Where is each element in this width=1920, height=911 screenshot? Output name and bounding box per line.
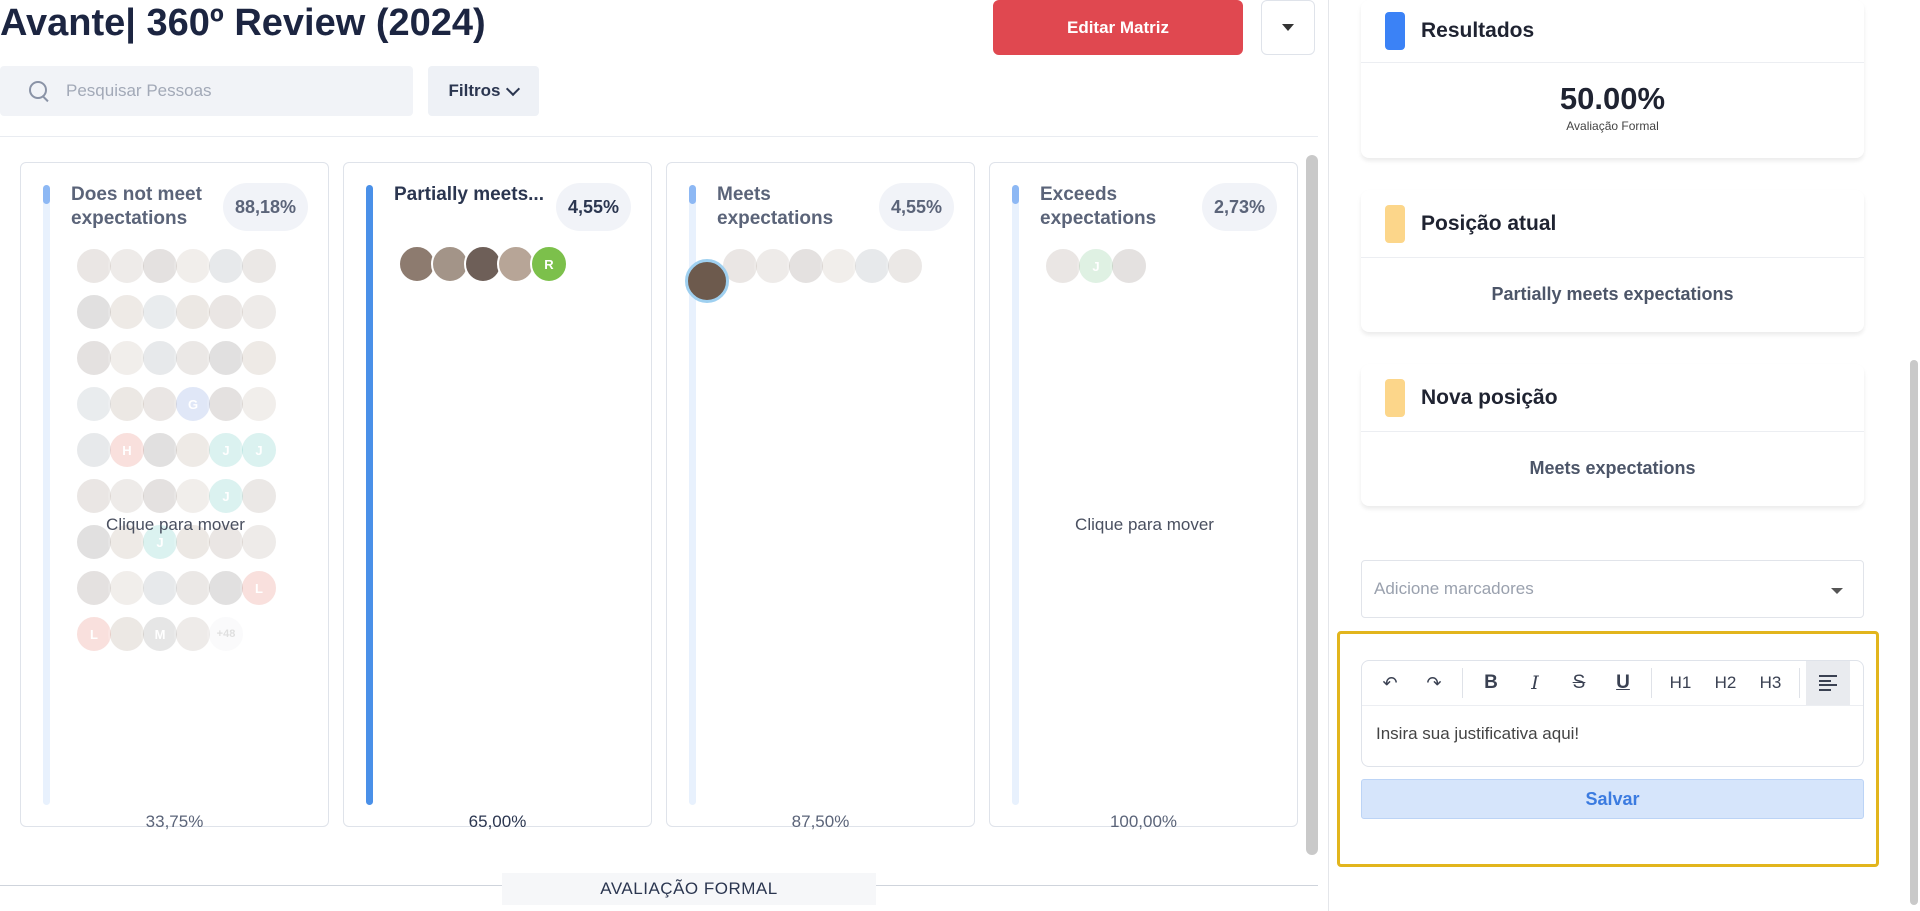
strikethrough-button[interactable]: S xyxy=(1557,661,1601,705)
editor-toolbar: ↶ ↷ B I S U H1 H2 H3 xyxy=(1362,661,1863,706)
avatar[interactable]: +48 xyxy=(207,615,245,653)
column-percent-badge: 4,55% xyxy=(556,183,631,231)
tags-select[interactable]: Adicione marcadores xyxy=(1361,560,1864,618)
column-bar-fill xyxy=(366,185,373,805)
column-exceeds[interactable]: Exceeds expectations 2,73% J Clique para… xyxy=(989,162,1298,827)
avatar[interactable]: R xyxy=(530,245,568,283)
new-position-card: Nova posição Meets expectations xyxy=(1361,364,1864,506)
avatar[interactable]: L xyxy=(240,569,278,607)
panel-scrollbar[interactable] xyxy=(1910,360,1918,905)
move-hint: Clique para mover xyxy=(990,515,1299,535)
new-position-title: Nova posição xyxy=(1421,386,1558,410)
column-footer-value: 33,75% xyxy=(20,812,329,832)
results-caption: Avaliação Formal xyxy=(1361,119,1864,133)
avatar[interactable] xyxy=(240,293,278,331)
avatar[interactable] xyxy=(1110,247,1148,285)
underline-button[interactable]: U xyxy=(1601,661,1645,705)
filters-label: Filtros xyxy=(449,81,501,101)
heading3-button[interactable]: H3 xyxy=(1748,661,1793,705)
avatar-group: J xyxy=(1044,247,1264,293)
tags-placeholder: Adicione marcadores xyxy=(1374,579,1534,599)
avatar-selected[interactable] xyxy=(685,259,729,303)
column-percent-badge: 4,55% xyxy=(879,183,954,231)
column-footer-value: 87,50% xyxy=(666,812,975,832)
avatar[interactable]: J xyxy=(240,431,278,469)
column-percent-badge: 2,73% xyxy=(1202,183,1277,231)
redo-icon[interactable]: ↷ xyxy=(1412,661,1456,705)
editor-textarea[interactable]: Insira sua justificativa aqui! xyxy=(1362,706,1863,762)
column-bar xyxy=(43,185,50,805)
save-button[interactable]: Salvar xyxy=(1361,779,1864,819)
chevron-down-icon xyxy=(506,81,520,95)
avatar[interactable] xyxy=(240,477,278,515)
search-input[interactable] xyxy=(66,81,386,101)
column-partially-meets[interactable]: Partially meets... 4,55% R xyxy=(343,162,652,827)
column-bar-fill xyxy=(689,185,696,204)
heading1-button[interactable]: H1 xyxy=(1658,661,1703,705)
avatar[interactable] xyxy=(886,247,924,285)
page-title: Avante| 360º Review (2024) xyxy=(0,2,486,45)
new-position-value: Meets expectations xyxy=(1361,432,1864,479)
current-position-card: Posição atual Partially meets expectatio… xyxy=(1361,190,1864,332)
results-swatch xyxy=(1385,12,1405,50)
avatar-group xyxy=(721,247,941,293)
column-percent-badge: 88,18% xyxy=(223,183,308,231)
results-value: 50.00% xyxy=(1361,63,1864,117)
caret-down-icon xyxy=(1831,588,1843,594)
avatar[interactable] xyxy=(240,385,278,423)
column-title: Meets expectations xyxy=(717,183,877,231)
details-panel: Resultados 50.00% Avaliação Formal Posiç… xyxy=(1328,0,1920,911)
filters-button[interactable]: Filtros xyxy=(428,66,539,116)
column-meets[interactable]: Meets expectations 4,55% xyxy=(666,162,975,827)
current-position-swatch xyxy=(1385,205,1405,243)
column-title: Does not meet expectations xyxy=(71,183,231,231)
search-icon xyxy=(28,80,50,102)
column-footer-value: 65,00% xyxy=(343,812,652,832)
column-bar-fill xyxy=(43,185,50,204)
column-bar xyxy=(366,185,373,805)
avatar-group: R xyxy=(398,245,618,291)
main-area: Avante| 360º Review (2024) Editar Matriz… xyxy=(0,0,1318,911)
justification-editor[interactable]: ↶ ↷ B I S U H1 H2 H3 Insira sua justific… xyxy=(1361,660,1864,767)
current-position-value: Partially meets expectations xyxy=(1361,258,1864,305)
new-position-swatch xyxy=(1385,379,1405,417)
results-card: Resultados 50.00% Avaliação Formal xyxy=(1361,0,1864,158)
column-title: Partially meets... xyxy=(394,183,554,207)
current-position-title: Posição atual xyxy=(1421,212,1556,236)
search-box xyxy=(0,66,413,116)
edit-matrix-button[interactable]: Editar Matriz xyxy=(993,0,1243,55)
column-footer-value: 100,00% xyxy=(989,812,1298,832)
avatar[interactable] xyxy=(240,339,278,377)
bold-button[interactable]: B xyxy=(1469,661,1513,705)
more-options-button[interactable] xyxy=(1261,0,1315,55)
italic-button[interactable]: I xyxy=(1513,661,1557,705)
header-divider xyxy=(0,136,1318,137)
column-bar-fill xyxy=(1012,185,1019,204)
undo-icon[interactable]: ↶ xyxy=(1368,661,1412,705)
caret-down-icon xyxy=(1282,24,1294,31)
axis-label: AVALIAÇÃO FORMAL xyxy=(502,873,876,905)
avatar[interactable] xyxy=(240,247,278,285)
avatar-group: G H J J J J L L M +48 xyxy=(75,247,295,661)
align-left-icon[interactable] xyxy=(1806,661,1850,705)
board-scrollbar[interactable] xyxy=(1306,155,1318,855)
column-bar xyxy=(1012,185,1019,805)
results-title: Resultados xyxy=(1421,19,1534,43)
column-title: Exceeds expectations xyxy=(1040,183,1200,231)
move-hint: Clique para mover xyxy=(21,515,330,535)
heading2-button[interactable]: H2 xyxy=(1703,661,1748,705)
